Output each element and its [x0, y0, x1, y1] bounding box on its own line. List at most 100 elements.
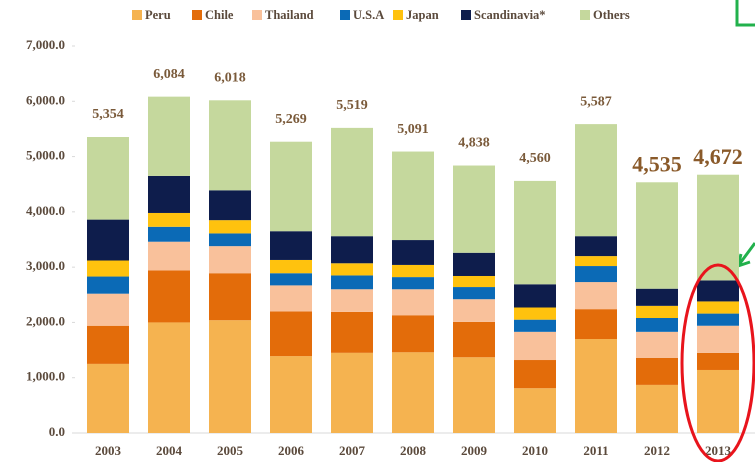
bar-segment	[636, 331, 678, 358]
y-tick-label: 5,000.0	[26, 148, 65, 163]
bar-segment	[453, 165, 495, 253]
bar-segment	[87, 219, 129, 261]
bar-segment	[575, 339, 617, 433]
bar-segment	[575, 282, 617, 310]
bar-segment	[209, 320, 251, 433]
bar-segment	[209, 273, 251, 321]
bar-segment	[636, 182, 678, 289]
x-tick-label: 2011	[583, 443, 608, 458]
total-label: 4,838	[458, 136, 490, 151]
total-label: 5,587	[580, 94, 612, 109]
bar-segment	[87, 137, 129, 220]
bar-segment	[697, 301, 739, 314]
bar-segment	[209, 246, 251, 274]
bar-segment	[331, 311, 373, 353]
bar-segment	[636, 384, 678, 433]
bar-segment	[697, 280, 739, 302]
bar-segment	[453, 252, 495, 276]
bar-segment	[514, 360, 556, 389]
bar-segment	[575, 236, 617, 257]
bar-segment	[453, 275, 495, 288]
legend-swatch	[132, 10, 142, 20]
bar-segment	[575, 256, 617, 267]
y-tick-label: 7,000.0	[26, 37, 65, 52]
bar-segment	[331, 289, 373, 312]
bar-segment	[575, 309, 617, 340]
bar-segment	[392, 289, 434, 316]
legend-label: Scandinavia*	[474, 8, 546, 22]
legend-label: Japan	[406, 8, 439, 22]
legend-swatch	[461, 10, 471, 20]
bar-segment	[87, 276, 129, 294]
bar-segment	[575, 124, 617, 237]
legend-label: Peru	[145, 8, 171, 22]
bar-segment	[270, 231, 312, 260]
x-tick-label: 2007	[339, 443, 366, 458]
bar-segment	[270, 311, 312, 357]
bar-segment	[209, 233, 251, 247]
total-label: 5,269	[275, 112, 307, 127]
bar-segment	[270, 356, 312, 433]
green-arrow	[736, 242, 755, 268]
bar-segment	[148, 226, 190, 242]
x-tick-label: 2003	[95, 443, 122, 458]
bar-segment	[636, 288, 678, 306]
legend-swatch	[393, 10, 403, 20]
bar-segment	[697, 313, 739, 326]
bar-segment	[270, 273, 312, 286]
bar-segment	[514, 180, 556, 285]
x-tick-label: 2012	[644, 443, 670, 458]
bar-segment	[331, 352, 373, 433]
bar-segment	[87, 293, 129, 326]
total-label: 4,672	[693, 144, 743, 169]
bar-segment	[392, 151, 434, 241]
y-tick-label: 4,000.0	[26, 203, 65, 218]
bar-segment	[514, 284, 556, 308]
bar-segment	[148, 322, 190, 433]
y-tick-label: 6,000.0	[26, 92, 65, 107]
bar-segment	[514, 388, 556, 433]
legend-swatch	[580, 10, 590, 20]
bar-segment	[514, 331, 556, 361]
y-tick-label: 1,000.0	[26, 369, 65, 384]
y-tick-label: 3,000.0	[26, 258, 65, 273]
bar-segment	[453, 287, 495, 300]
bar-segment	[636, 357, 678, 385]
bar-segment	[514, 307, 556, 320]
x-tick-label: 2009	[461, 443, 488, 458]
y-tick-label: 2,000.0	[26, 313, 65, 328]
legend-label: Thailand	[265, 8, 314, 22]
total-label: 4,535	[632, 151, 682, 176]
bar-segment	[636, 318, 678, 332]
legend-label: Chile	[205, 8, 234, 22]
bar-segment	[148, 241, 190, 271]
bar-segment	[148, 270, 190, 323]
x-tick-label: 2008	[400, 443, 427, 458]
total-label: 5,519	[336, 98, 368, 113]
bar-segment	[148, 175, 190, 213]
bar-segment	[148, 212, 190, 227]
bar-segment	[636, 305, 678, 319]
bar-segment	[697, 174, 739, 281]
bar-segment	[697, 352, 739, 370]
legend-swatch	[252, 10, 262, 20]
bar-segment	[575, 266, 617, 283]
bar-segment	[697, 325, 739, 353]
bar-segment	[392, 264, 434, 278]
x-tick-label: 2005	[217, 443, 244, 458]
bar-segment	[87, 260, 129, 277]
total-label: 5,354	[92, 107, 124, 122]
bar-segment	[331, 236, 373, 264]
bar-segment	[453, 321, 495, 358]
bar-segment	[270, 285, 312, 312]
bar-segment	[453, 357, 495, 433]
bar-segment	[270, 141, 312, 232]
x-tick-label: 2006	[278, 443, 305, 458]
x-tick-label: 2010	[522, 443, 548, 458]
bar-segment	[392, 315, 434, 353]
legend-label: U.S.A	[353, 8, 384, 22]
bar-segment	[514, 319, 556, 332]
bar-segment	[209, 190, 251, 221]
bar-segment	[209, 100, 251, 191]
